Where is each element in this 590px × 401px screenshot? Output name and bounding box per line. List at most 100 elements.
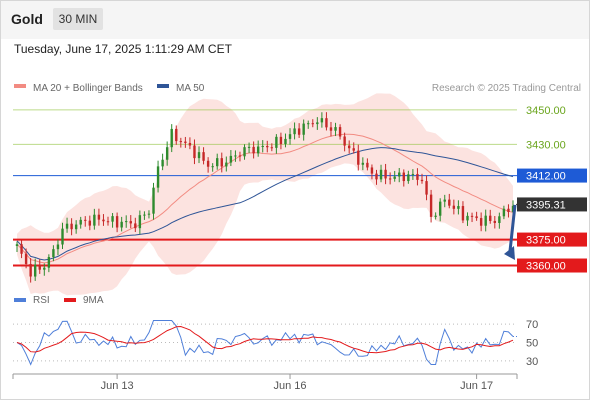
candle-body [202,152,205,161]
candle-body [370,167,374,174]
candle-body [448,199,451,206]
candle-body [197,152,201,159]
candle-body [79,219,82,225]
candle-body [102,219,105,222]
candle-body [347,145,351,149]
candle-body [225,162,228,167]
rsi-line [16,320,514,366]
candle-body [24,253,28,264]
candle-body [375,173,378,180]
candle-body [38,264,41,270]
candle-body [20,244,23,254]
candle-body [184,141,187,143]
x-tick-label: Jun 17 [460,380,493,392]
candle-body [252,146,255,154]
candle-body [316,122,319,125]
last-price-label: 3395.31 [526,199,566,211]
candle-body [34,264,37,277]
level-label-3430.00: 3430.00 [526,139,566,151]
candle-body [170,128,173,148]
rsi9-line [16,325,514,354]
symbol-title: Gold [11,11,43,27]
candle-body [52,249,55,258]
candle-body [279,136,283,145]
timeframe-button[interactable]: 30 MIN [53,8,103,30]
candle-body [284,138,287,145]
level-label-3412.00: 3412.00 [526,171,566,183]
candle-body [357,150,360,165]
candle-body [438,201,442,216]
candle-body [243,147,246,157]
forecast-arrow-shaft [508,204,517,252]
header-bar: Gold 30 MIN [1,1,589,39]
candle-body [388,178,392,180]
candle-body [320,118,324,123]
candle-body [270,147,274,149]
candle-body [297,128,301,135]
rsi-legend-label: RSI [33,295,50,306]
candle-body [366,162,369,168]
candle-body [238,155,242,157]
level-tag-3412.00 [517,168,587,183]
candle-body [125,221,128,223]
candle-body [493,220,496,223]
rsi-legend-swatch [14,298,26,302]
level-tag-3375.00 [517,232,587,247]
candle-body [398,172,401,177]
candle-body [156,166,160,188]
candle-body [402,172,405,182]
timestamp: Tuesday, June 17, 2025 1:11:29 AM CET [14,42,232,56]
candle-body [216,158,219,167]
candle-body [302,123,305,135]
candle-body [434,215,437,217]
candle-body [288,134,292,139]
candle-body [129,221,132,224]
candle-body [143,214,146,216]
rsi-panel: RSI 9MA 70 50 30 [13,295,538,368]
candle-body [457,206,460,209]
candle-body [247,146,251,148]
candle-body [325,118,328,128]
candle-body [175,128,178,142]
candle-body [256,146,260,154]
candle-body [261,145,264,147]
candle-body [70,223,73,230]
candle-body [275,136,278,148]
candle-body [470,215,474,217]
candle-body [15,244,19,246]
candle-body [484,215,487,226]
level-label-3360.00: 3360.00 [526,261,566,273]
price-panel: 3450.00 3430.00 3412.00 3375.00 3360.00 3395.… [13,93,587,296]
candle-body [489,215,492,221]
level-tag-3360.00 [517,258,587,273]
candle-body [229,155,233,163]
candle-body [466,215,469,221]
candle-body [416,173,419,180]
candle-body [120,221,123,228]
ma20-legend-label: MA 20 + Bollinger Bands [33,83,143,94]
candle-body [334,127,337,131]
last-price-tag [517,197,587,212]
candle-body [338,127,342,137]
forecast-arrow-head [504,246,515,261]
candle-body [311,123,314,125]
x-tick-label: Jun 13 [101,380,134,392]
candle-body [111,216,114,222]
candle-body [47,257,51,268]
candle-body [407,174,410,182]
candle-body [502,208,506,217]
candle-body [220,158,223,167]
level-label-3450.00: 3450.00 [526,105,566,117]
candle-body [352,148,355,151]
x-tick-label: Jun 16 [274,380,307,392]
bollinger-band-fill [17,93,513,296]
candle-body [429,194,433,217]
candle-body [211,166,214,168]
ma50-legend-swatch [157,84,169,88]
candle-body [56,244,60,250]
rsi-tick-70: 70 [526,319,538,331]
candle-body [161,159,164,167]
candle-body [379,169,383,180]
candle-body [84,219,87,221]
